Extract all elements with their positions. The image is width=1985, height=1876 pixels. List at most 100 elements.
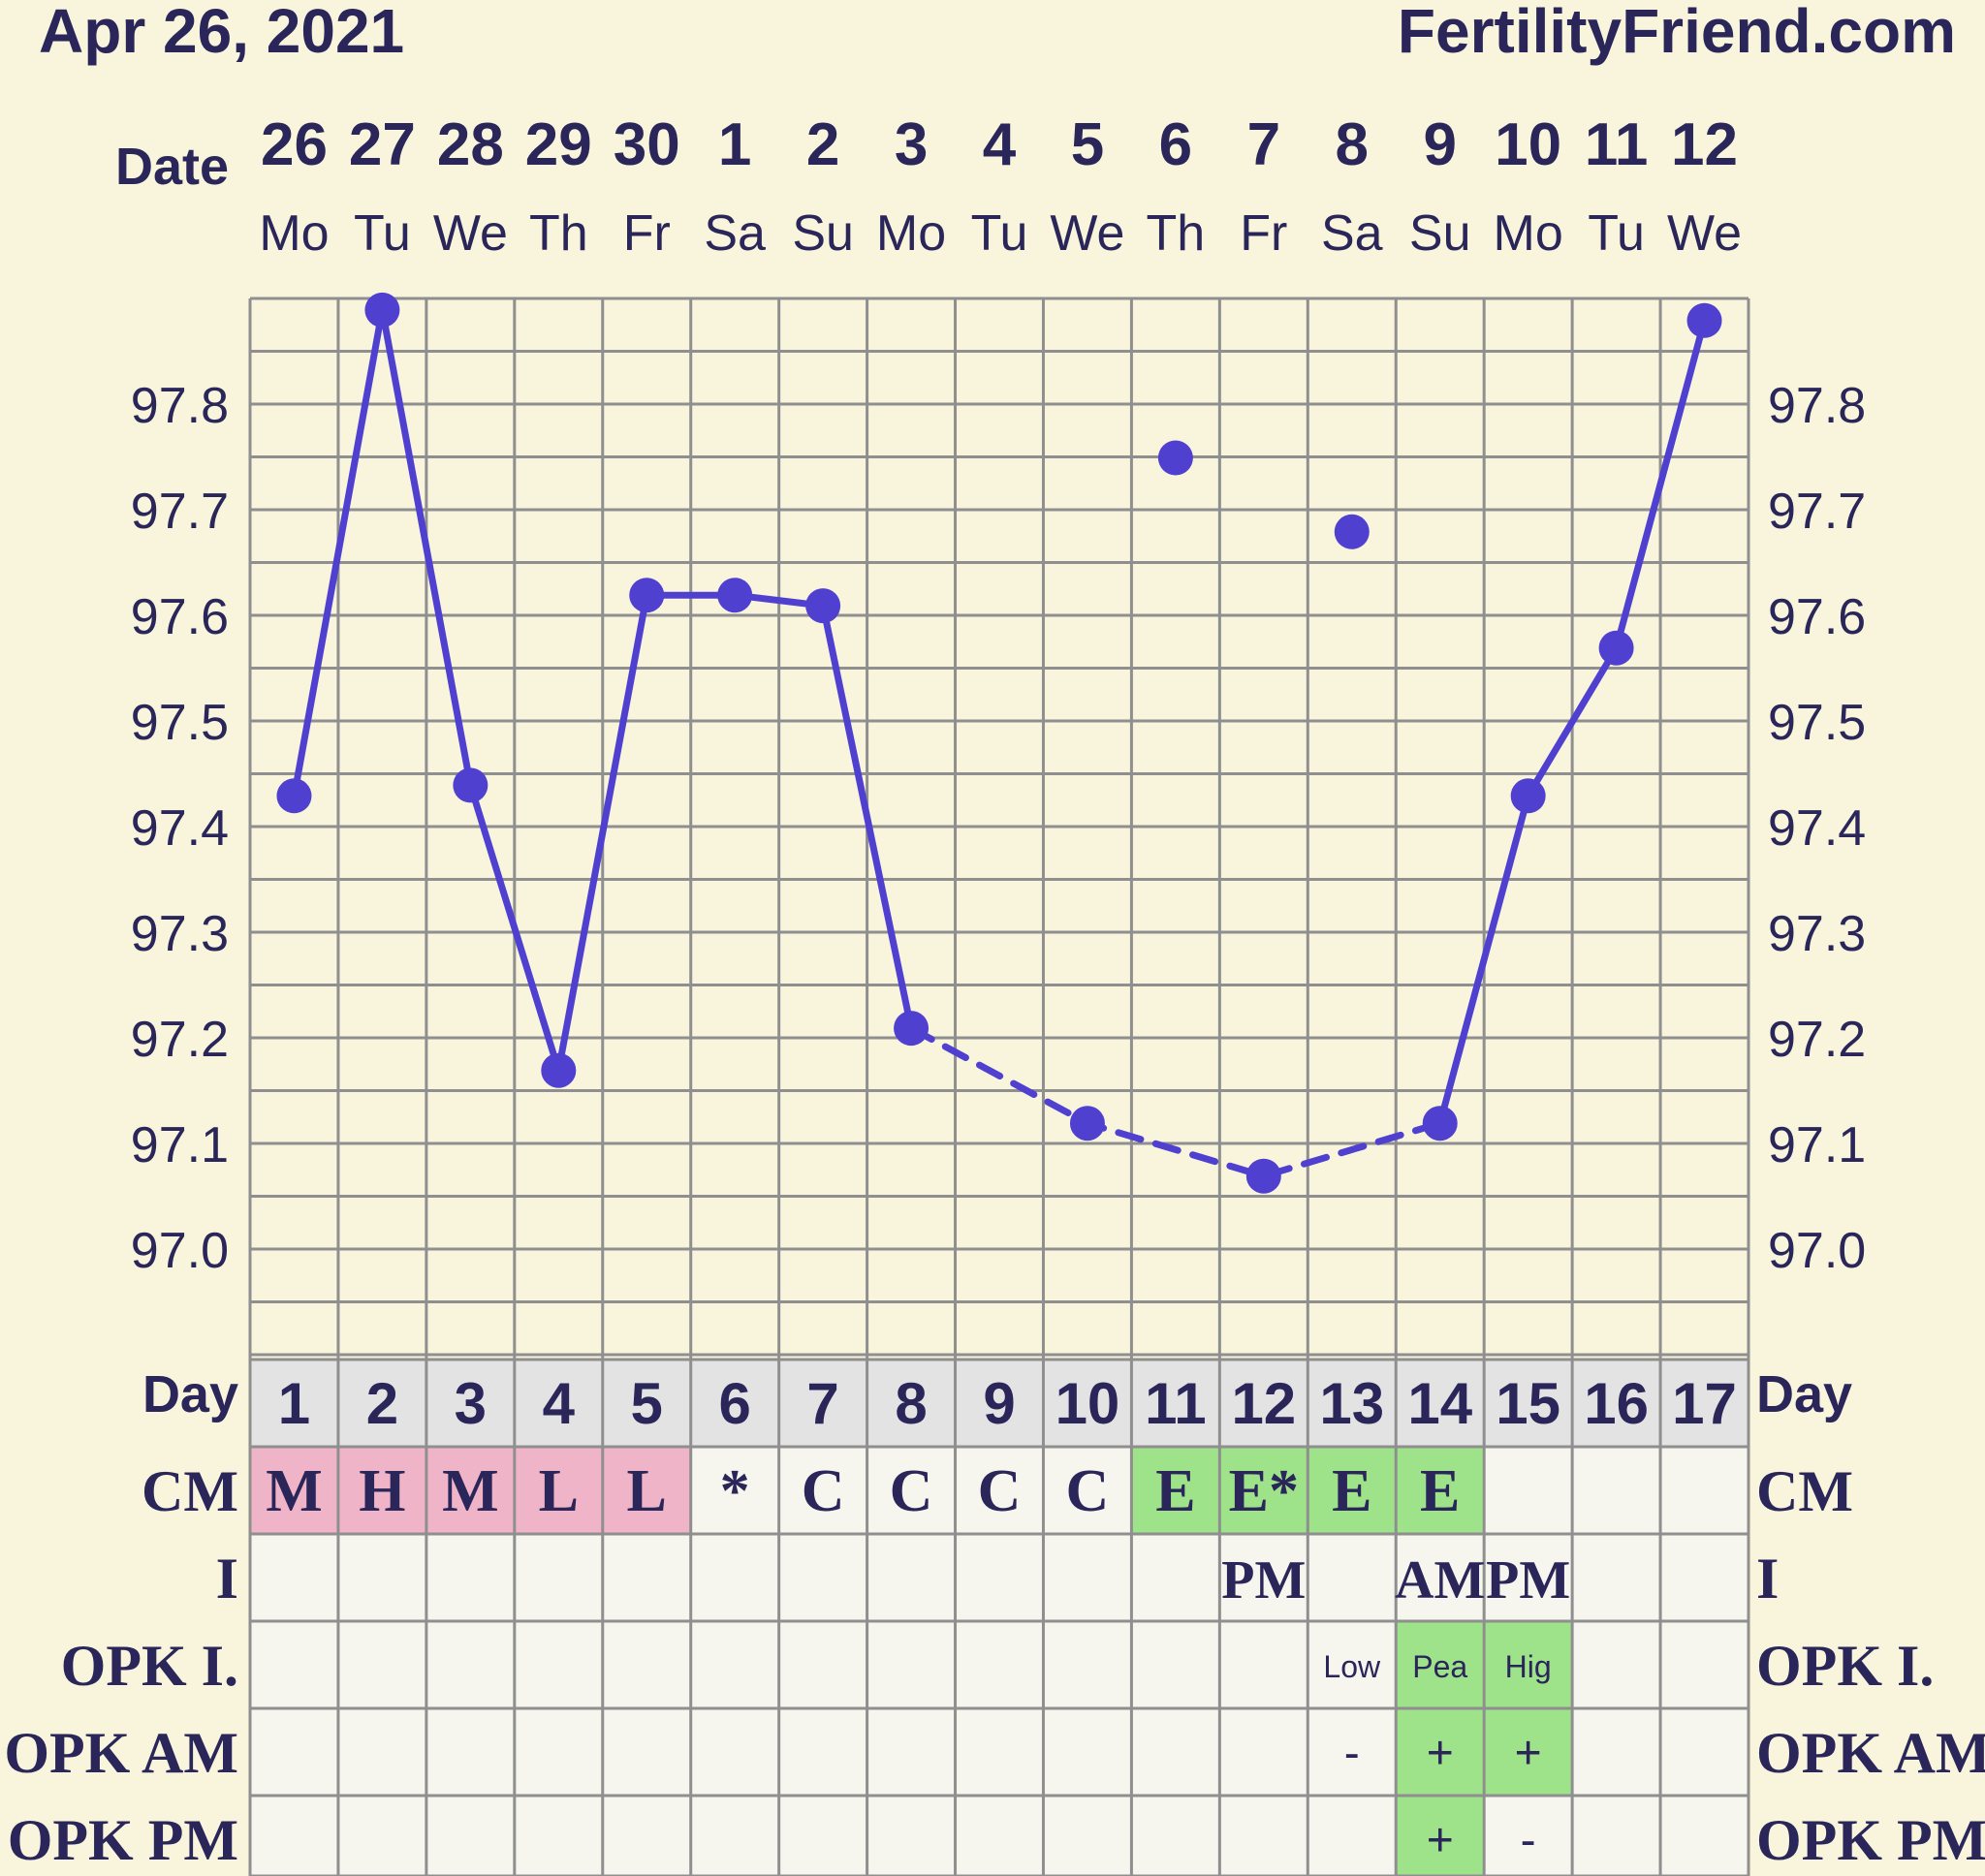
cycle-day-label: 8 (895, 1371, 927, 1436)
date-label: 3 (895, 111, 928, 178)
row-label-left: OPK AM (4, 1721, 238, 1785)
cycle-day-label: 12 (1231, 1371, 1296, 1436)
temperature-point (276, 778, 312, 814)
date-label: 8 (1336, 111, 1369, 178)
weekday-label: Su (1409, 205, 1471, 262)
y-tick-label-right: 97.4 (1768, 800, 1866, 857)
cycle-day-label: 2 (366, 1371, 398, 1436)
date-label: 30 (614, 111, 680, 178)
axis-labels: 97.0 97.0 97.1 97.1 97.2 97.2 97.3 97.3 97.4 97.4… (131, 378, 1866, 1279)
y-tick-label-left: 97.0 (131, 1223, 229, 1279)
temperature-point (1157, 440, 1193, 476)
temperature-point (1334, 514, 1370, 549)
cell-fill (1396, 1708, 1485, 1796)
y-tick-label-left: 97.4 (131, 800, 229, 857)
row-label-right: OPK PM (1756, 1808, 1985, 1872)
temperature-point (894, 1011, 929, 1047)
grid (248, 297, 1750, 1876)
weekday-label: Mo (1494, 205, 1563, 262)
plot-area (250, 298, 1749, 1360)
weekday-label: We (433, 205, 508, 262)
cell-fill (1308, 1447, 1397, 1534)
i-cell: AM (1395, 1550, 1485, 1610)
cycle-day-label: 1 (278, 1371, 310, 1436)
date-label: 28 (437, 111, 504, 178)
cycle-day-label: 16 (1584, 1371, 1649, 1436)
cm-cell: L (539, 1458, 579, 1524)
temperature-point (717, 578, 753, 613)
temperature-point (453, 767, 488, 803)
opk-am-cell: - (1344, 1728, 1360, 1779)
cm-cell: E (1332, 1458, 1371, 1524)
cm-cell: E (1155, 1458, 1195, 1524)
cell-fill (1396, 1447, 1485, 1534)
opk-pm-cell: - (1521, 1815, 1536, 1866)
opk-i-cell: Pea (1412, 1649, 1467, 1684)
cell-fill (1396, 1796, 1485, 1876)
weekday-label: Tu (971, 205, 1028, 262)
weekday-label: Sa (704, 205, 766, 262)
date-label: 29 (525, 111, 592, 178)
opk-am-cell: + (1427, 1728, 1454, 1779)
cycle-day-label: 10 (1056, 1371, 1120, 1436)
row-label-right: OPK I. (1756, 1634, 1934, 1698)
cell-fill (1396, 1621, 1485, 1708)
cell-fill (1219, 1447, 1308, 1534)
y-tick-label-left: 97.6 (131, 589, 229, 645)
weekday-label: Tu (354, 205, 411, 262)
y-tick-label-left: 97.7 (131, 484, 229, 540)
row-label-right: OPK AM (1756, 1721, 1985, 1785)
cycle-day-label: 11 (1145, 1371, 1206, 1436)
cycle-day-label: 5 (631, 1371, 663, 1436)
y-tick-label-right: 97.2 (1768, 1012, 1866, 1068)
cycle-day-label: 3 (455, 1371, 487, 1436)
cycle-day-label: 17 (1672, 1371, 1737, 1436)
cm-cell: H (359, 1458, 405, 1524)
y-tick-label-right: 97.6 (1768, 589, 1866, 645)
date-label: 27 (349, 111, 416, 178)
temperature-line (1436, 317, 1708, 1127)
y-tick-label-right: 97.8 (1768, 378, 1866, 434)
temperature-line-dashed (907, 1024, 1444, 1180)
cycle-day-label: 15 (1496, 1371, 1560, 1436)
cycle-day-label: 13 (1319, 1371, 1384, 1436)
table-cells: 1 2 3 4 5 6 7 8 9 10 11 12 13 14 15 16 17M H M L L * C C C C E E* E E… (266, 1371, 1737, 1866)
weekday-label: Tu (1588, 205, 1645, 262)
row-label-left: OPK PM (8, 1808, 238, 1872)
cm-cell: L (627, 1458, 667, 1524)
cell-fill (1484, 1708, 1573, 1796)
temperature-point (1245, 1158, 1281, 1194)
weekday-label: Th (1147, 205, 1206, 262)
cell-fill (1131, 1447, 1220, 1534)
cm-cell: M (266, 1458, 323, 1524)
cell-fill (337, 1447, 426, 1534)
day-row-band (250, 1360, 1749, 1447)
cycle-day-label: 7 (806, 1371, 838, 1436)
cm-cell: E (1420, 1458, 1460, 1524)
cell-fill (425, 1447, 515, 1534)
cm-cell: C (890, 1458, 933, 1524)
temperature-point (1510, 778, 1546, 814)
row-label-left: CM (142, 1459, 238, 1523)
temperature-point (1422, 1106, 1458, 1141)
weekday-label: Fr (623, 205, 671, 262)
opk-pm-cell: + (1427, 1815, 1454, 1866)
y-tick-label-right: 97.5 (1768, 695, 1866, 751)
row-label-right: CM (1756, 1459, 1853, 1523)
cell-fill (1484, 1621, 1573, 1708)
date-label: 9 (1423, 111, 1456, 178)
y-tick-label-right: 97.1 (1768, 1117, 1866, 1173)
temperature-point (805, 588, 841, 624)
date-label: 1 (718, 111, 751, 178)
cycle-day-label: 4 (543, 1371, 576, 1436)
weekday-label: Th (529, 205, 588, 262)
temperature-point (1069, 1106, 1105, 1141)
row-label-left: Day (142, 1365, 238, 1423)
weekday-label: Sa (1321, 205, 1383, 262)
cell-fill (250, 1447, 338, 1534)
opk-i-cell: Hig (1505, 1649, 1552, 1684)
cm-cell: E* (1229, 1458, 1299, 1524)
weekday-label: Mo (259, 205, 329, 262)
